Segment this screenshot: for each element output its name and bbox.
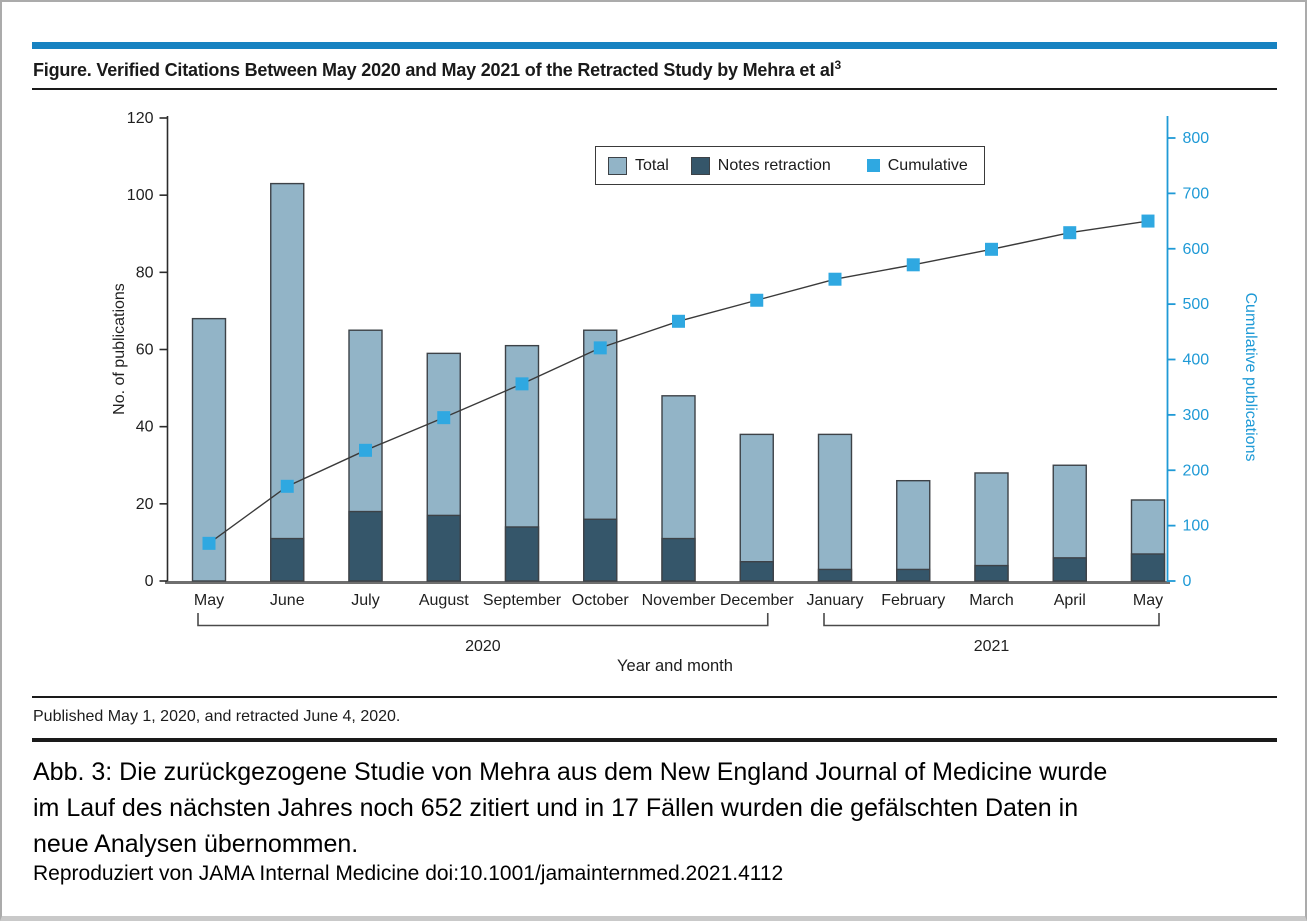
- year-label-2021: 2021: [974, 638, 1010, 655]
- cumulative-marker-august: [437, 411, 451, 425]
- caption-line-1: Abb. 3: Die zurückgezogene Studie von Me…: [33, 758, 1108, 786]
- legend-item-total: Total: [608, 156, 669, 175]
- month-label-october: October: [572, 592, 630, 609]
- left-axis-tick-label: 20: [136, 496, 154, 513]
- accent-rule: [32, 42, 1277, 49]
- cumulative-marker-april: [1063, 226, 1077, 240]
- legend-label: Cumulative: [887, 156, 968, 174]
- left-axis-tick-label: 100: [127, 187, 154, 204]
- left-axis-tick-label: 0: [145, 573, 154, 590]
- legend-item-notes-retraction: Notes retraction: [690, 156, 831, 175]
- legend-swatch-icon: [690, 156, 710, 175]
- right-axis-tick-label: 600: [1183, 241, 1210, 258]
- right-axis-tick-label: 0: [1183, 573, 1192, 590]
- total-bar-june: [270, 182, 305, 582]
- month-label-january: January: [807, 592, 864, 609]
- left-axis-title: No. of publications: [111, 283, 128, 415]
- caption-line-3: neue Analysen übernommen.: [33, 830, 359, 858]
- right-axis-tick-label: 700: [1183, 185, 1210, 202]
- figure-title-superscript: 3: [834, 58, 841, 72]
- cumulative-marker-march: [985, 242, 998, 256]
- total-bar-january: [817, 433, 853, 582]
- cumulative-marker-october: [593, 341, 607, 355]
- legend-swatch-icon: [866, 159, 880, 172]
- month-label-may: May: [1133, 592, 1163, 609]
- month-label-april: April: [1054, 592, 1086, 609]
- notes-retraction-bar-august: [426, 514, 461, 582]
- notes-retraction-bar-june: [270, 537, 305, 582]
- month-label-november: November: [642, 592, 716, 609]
- notes-retraction-bar-october: [583, 518, 618, 582]
- year-label-2020: 2020: [465, 638, 501, 655]
- total-bar-december: [739, 433, 774, 582]
- month-label-february: February: [881, 592, 945, 609]
- month-label-december: December: [720, 592, 794, 609]
- notes-retraction-bar-november: [661, 537, 696, 582]
- legend-item-cumulative: Cumulative: [866, 156, 968, 175]
- month-label-june: June: [270, 592, 305, 609]
- chart-legend: Total Notes retraction Cumulative: [595, 146, 985, 185]
- right-axis-tick-label: 100: [1183, 518, 1210, 535]
- right-axis-tick-label: 300: [1183, 407, 1210, 424]
- cumulative-marker-may: [202, 536, 216, 550]
- citations-chart: 0 20 40 60 80 100 120 No. of publications 0 100 20…: [111, 110, 1259, 675]
- year-bracket-2020: [197, 613, 769, 627]
- source-line: Reproduziert von JAMA Internal Medicine …: [33, 862, 784, 885]
- x-axis-title: Year and month: [617, 657, 733, 675]
- month-label-march: March: [969, 592, 1013, 609]
- right-axis-tick-label: 800: [1183, 130, 1210, 147]
- chart-area: 0 20 40 60 80 100 120 No. of publications 0 100 20…: [2, 2, 1305, 702]
- legend-label: Notes retraction: [717, 156, 831, 174]
- caption-divider: [32, 738, 1277, 742]
- title-divider: [32, 88, 1277, 90]
- notes-retraction-bar-july: [348, 510, 383, 582]
- cumulative-marker-february: [906, 258, 920, 272]
- right-axis-tick-label: 200: [1183, 462, 1210, 479]
- month-label-may: May: [194, 592, 224, 609]
- total-bar-february: [896, 479, 931, 582]
- right-axis-tick-label: 500: [1183, 296, 1210, 313]
- chart-divider: [32, 696, 1277, 698]
- left-axis-tick-label: 60: [136, 342, 154, 359]
- left-axis-tick-label: 80: [136, 264, 154, 281]
- notes-retraction-bar-september: [504, 526, 540, 582]
- left-axis-tick-label: 40: [136, 419, 154, 436]
- legend-label: Total: [635, 156, 669, 174]
- right-axis-title: Cumulative publications: [1242, 293, 1259, 462]
- month-label-august: August: [419, 592, 469, 609]
- month-label-september: September: [483, 592, 562, 609]
- cumulative-marker-may: [1141, 214, 1155, 228]
- cumulative-marker-november: [672, 314, 685, 328]
- legend-swatch-icon: [608, 156, 627, 175]
- figure-title-text: Figure. Verified Citations Between May 2…: [33, 60, 835, 80]
- figure-caption: Abb. 3: Die zurückgezogene Studie von Me…: [33, 754, 1107, 862]
- notes-retraction-bar-may: [1130, 553, 1166, 582]
- month-label-july: July: [351, 592, 379, 609]
- cumulative-marker-december: [750, 293, 764, 307]
- notes-retraction-bar-march: [974, 564, 1009, 582]
- cumulative-marker-june: [280, 479, 294, 493]
- notes-retraction-bar-february: [896, 568, 931, 582]
- cumulative-marker-september: [515, 377, 529, 391]
- cumulative-marker-january: [828, 272, 842, 286]
- caption-line-2: im Lauf des nächsten Jahres noch 652 zit…: [33, 794, 1079, 822]
- notes-retraction-bar-december: [739, 561, 774, 582]
- notes-retraction-bar-january: [817, 568, 853, 582]
- cumulative-marker-july: [359, 443, 372, 457]
- left-axis-tick-label: 120: [127, 110, 154, 127]
- published-note: Published May 1, 2020, and retracted Jun…: [33, 708, 401, 725]
- right-axis-tick-label: 400: [1183, 352, 1210, 369]
- notes-retraction-bar-april: [1052, 557, 1087, 582]
- total-bar-march: [974, 472, 1009, 582]
- figure-title: Figure. Verified Citations Between May 2…: [33, 58, 841, 81]
- year-bracket-2021: [823, 613, 1160, 627]
